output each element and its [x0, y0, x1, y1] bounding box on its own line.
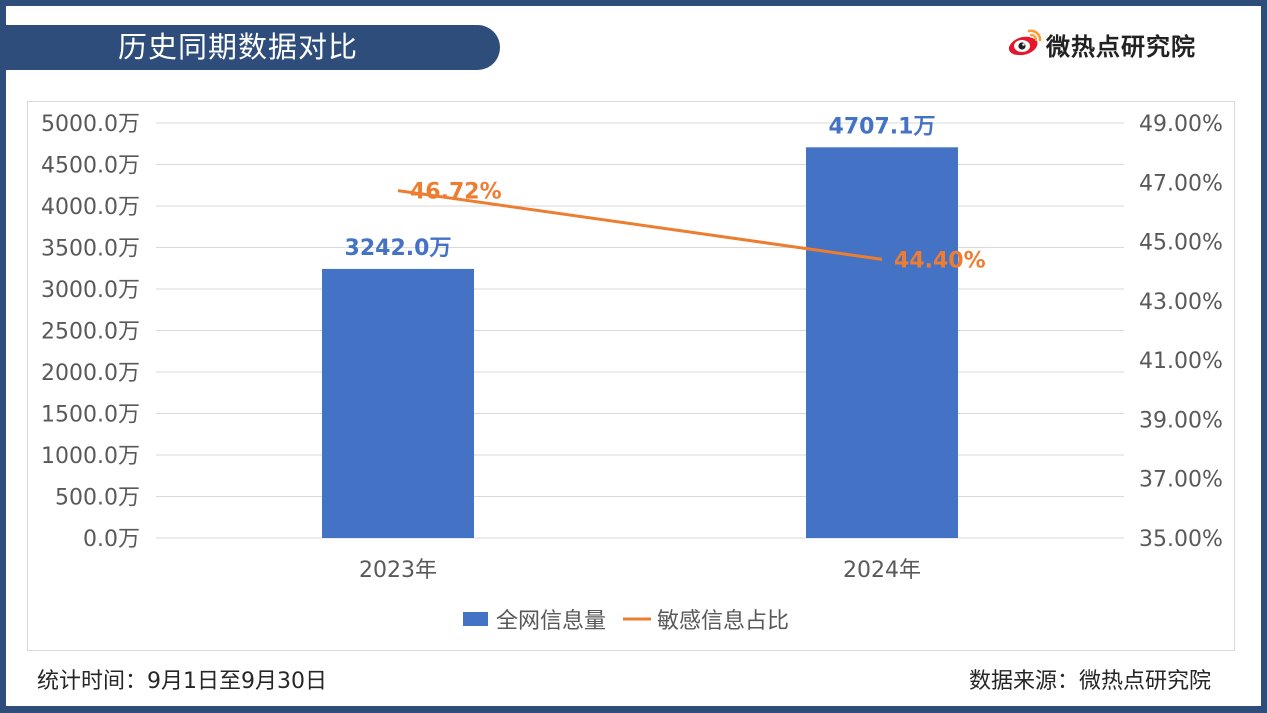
y-left-tick-label: 2000.0万	[41, 361, 140, 386]
y-right-tick-label: 37.00%	[1139, 468, 1223, 493]
page-title: 历史同期数据对比	[6, 25, 500, 70]
chart-panel	[27, 101, 1235, 651]
bar-2023	[322, 268, 474, 538]
y-right-tick-label: 39.00%	[1139, 408, 1223, 433]
bar-data-label: 3242.0万	[345, 236, 452, 261]
y-left-tick-label: 1000.0万	[41, 444, 140, 469]
weibo-eye-icon	[1008, 29, 1042, 56]
y-right-tick-label: 35.00%	[1139, 527, 1223, 552]
legend-bar-swatch	[463, 612, 488, 626]
bar-2024	[806, 147, 958, 538]
x-category-label: 2024年	[843, 558, 921, 583]
y-left-tick-label: 3000.0万	[41, 278, 140, 303]
stat-period: 统计时间：9月1日至9月30日	[37, 669, 327, 694]
y-left-tick-label: 3500.0万	[41, 237, 140, 262]
y-right-tick-label: 43.00%	[1139, 290, 1223, 315]
y-right-tick-label: 47.00%	[1139, 171, 1223, 196]
y-left-tick-label: 2500.0万	[41, 320, 140, 345]
bar-data-label: 4707.1万	[829, 114, 936, 139]
logo-text: 微热点研究院	[1046, 32, 1196, 61]
y-right-tick-label: 49.00%	[1139, 112, 1223, 137]
data-source: 数据来源：微热点研究院	[968, 669, 1211, 694]
y-left-tick-label: 1500.0万	[41, 403, 140, 428]
y-left-tick-label: 500.0万	[55, 486, 140, 511]
y-left-tick-label: 4500.0万	[41, 154, 140, 179]
y-right-tick-label: 45.00%	[1139, 231, 1223, 256]
line-data-label: 46.72%	[410, 180, 502, 205]
line-data-label: 44.40%	[894, 248, 986, 273]
brand-logo: 微热点研究院	[1005, 24, 1196, 64]
y-left-tick-label: 4000.0万	[41, 195, 140, 220]
line-series-sensitive-ratio	[397, 189, 883, 261]
x-category-label: 2023年	[359, 558, 437, 583]
y-right-tick-label: 41.00%	[1139, 349, 1223, 374]
legend-line-label: 敏感信息占比	[657, 609, 789, 634]
y-left-tick-label: 5000.0万	[41, 112, 140, 137]
y-left-tick-label: 0.0万	[83, 527, 140, 552]
legend-bar-label: 全网信息量	[496, 609, 606, 634]
